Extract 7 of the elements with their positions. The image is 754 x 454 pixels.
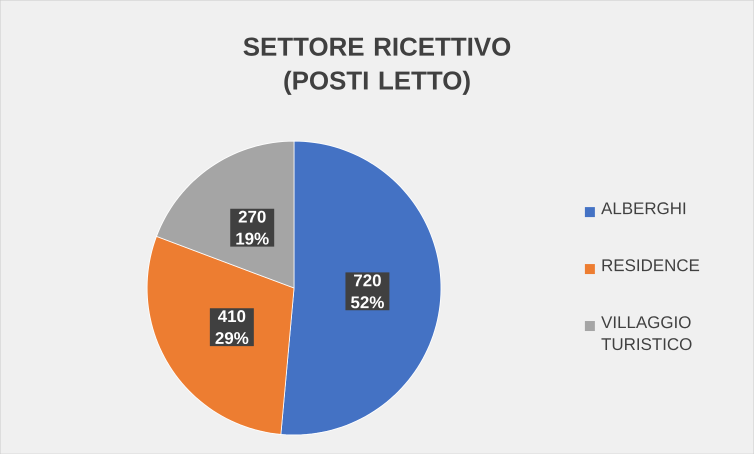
- data-label: 410 29%: [216, 310, 248, 344]
- legend-label: VILLAGGIO TURISTICO: [601, 316, 692, 350]
- legend-label: ALBERGHI: [601, 202, 686, 214]
- legend-label: RESIDENCE: [602, 259, 700, 272]
- data-label: 270 19%: [236, 210, 269, 245]
- chart-title: SETTORE RICETTIVO (POSTI LETTO): [244, 37, 510, 95]
- data-label: 720 52%: [351, 274, 384, 308]
